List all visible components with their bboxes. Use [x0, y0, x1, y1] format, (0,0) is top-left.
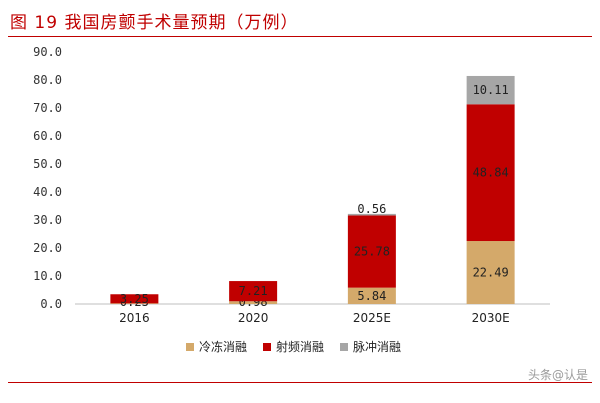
data-label: 5.84 [357, 289, 386, 303]
y-tick-label: 80.0 [33, 73, 62, 87]
data-label: 0.56 [357, 202, 386, 216]
bar-segment [347, 287, 396, 304]
x-tick-label: 2020 [238, 311, 269, 325]
y-tick-label: 40.0 [33, 185, 62, 199]
x-tick-label: 2030E [472, 311, 510, 325]
bar-segment [466, 241, 515, 304]
y-tick-label: 30.0 [33, 213, 62, 227]
data-label: 22.49 [473, 266, 509, 280]
bar-segment [466, 104, 515, 242]
x-tick-label: 2025E [353, 311, 391, 325]
y-tick-label: 20.0 [33, 241, 62, 255]
y-tick-label: 0.0 [40, 297, 62, 311]
legend-label-rf: 射频消融 [276, 340, 325, 354]
watermark: 头条@认是 [527, 368, 588, 382]
legend-item-cryo: 冷冻消融 [186, 338, 247, 355]
y-tick-label: 50.0 [33, 157, 62, 171]
legend-item-rf: 射频消融 [263, 338, 324, 355]
data-label: 10.11 [473, 83, 509, 97]
y-tick-label: 70.0 [33, 101, 62, 115]
bar-segment [110, 303, 159, 304]
y-tick-label: 60.0 [33, 129, 62, 143]
legend-swatch-pulse [340, 342, 349, 351]
bar-segment [347, 213, 396, 216]
data-label: 25.78 [354, 245, 390, 259]
bar-segment [347, 215, 396, 288]
legend-swatch-cryo [186, 342, 194, 351]
bar-segment [110, 294, 159, 304]
y-tick-label: 10.0 [33, 269, 62, 283]
y-tick-label: 90.0 [33, 45, 62, 59]
x-tick-label: 2016 [119, 311, 150, 325]
data-label: 48.84 [473, 166, 509, 180]
legend-label-cryo: 冷冻消融 [199, 340, 248, 354]
data-label: 3.25 [120, 292, 149, 306]
chart-title: 图 19 我国房颤手术量预期（万例） [10, 13, 299, 33]
legend-swatch-rf [263, 342, 272, 351]
title-rule [8, 36, 592, 37]
legend: 冷冻消融 射频消融 脉冲消融 [186, 338, 401, 355]
legend-item-pulse: 脉冲消融 [340, 338, 401, 355]
bar-segment [229, 301, 278, 304]
data-label: 7.21 [239, 284, 268, 298]
bottom-rule [8, 382, 592, 383]
legend-label-pulse: 脉冲消融 [353, 340, 402, 354]
bar-segment [229, 281, 278, 302]
bar-segment [466, 75, 515, 105]
